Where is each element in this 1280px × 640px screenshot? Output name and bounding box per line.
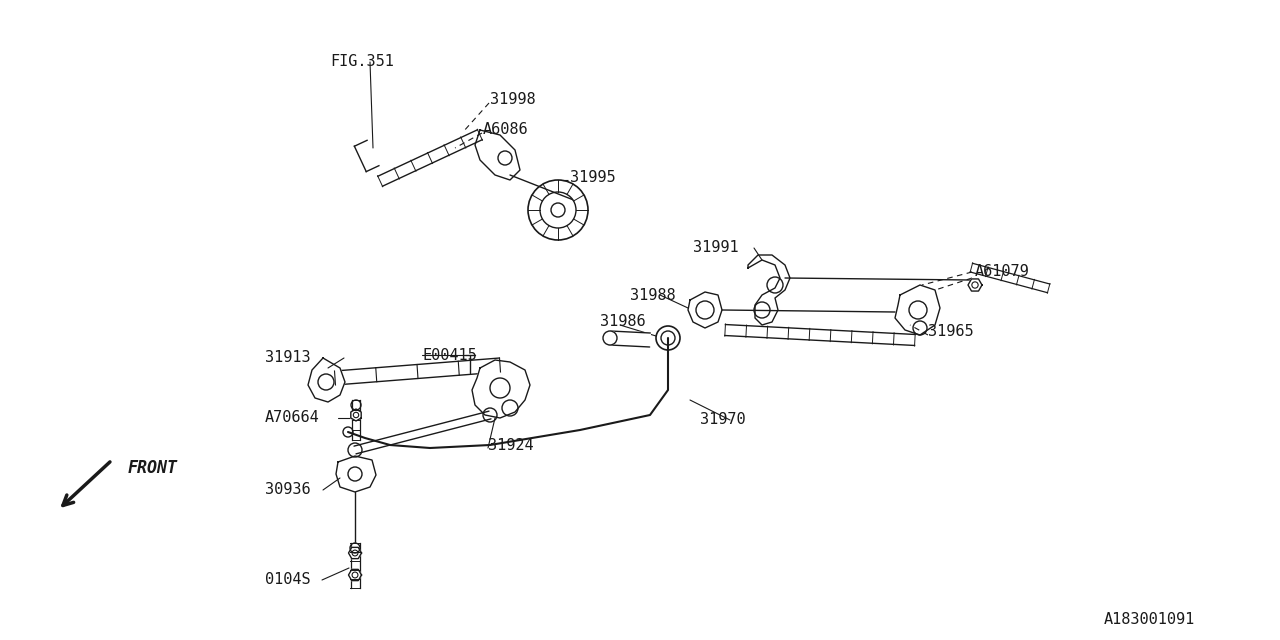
- Polygon shape: [335, 456, 376, 492]
- Polygon shape: [724, 324, 915, 346]
- Polygon shape: [609, 331, 650, 347]
- Text: 31988: 31988: [630, 287, 676, 303]
- Polygon shape: [748, 255, 790, 325]
- Text: 31998: 31998: [490, 93, 535, 108]
- Polygon shape: [689, 292, 722, 328]
- Text: FRONT: FRONT: [128, 459, 178, 477]
- Text: 31913: 31913: [265, 351, 311, 365]
- Polygon shape: [352, 400, 360, 440]
- Polygon shape: [970, 263, 1050, 292]
- Polygon shape: [895, 285, 940, 335]
- Text: 31924: 31924: [488, 438, 534, 452]
- Text: A61079: A61079: [975, 264, 1029, 280]
- Text: 31970: 31970: [700, 413, 746, 428]
- Polygon shape: [472, 360, 530, 418]
- Polygon shape: [355, 411, 492, 454]
- Text: 31995: 31995: [570, 170, 616, 186]
- Text: 31991: 31991: [692, 241, 739, 255]
- Text: A70664: A70664: [265, 410, 320, 426]
- Text: 31986: 31986: [600, 314, 645, 330]
- Polygon shape: [308, 358, 346, 402]
- Text: FIG.351: FIG.351: [330, 54, 394, 70]
- Text: A6086: A6086: [483, 122, 529, 138]
- Polygon shape: [351, 409, 361, 421]
- Polygon shape: [348, 570, 361, 580]
- Text: E00415: E00415: [422, 348, 477, 362]
- Polygon shape: [351, 543, 360, 588]
- Polygon shape: [475, 130, 520, 180]
- Text: A183001091: A183001091: [1103, 612, 1196, 627]
- Polygon shape: [334, 358, 500, 385]
- Text: 0104S: 0104S: [265, 573, 311, 588]
- Polygon shape: [348, 547, 361, 559]
- Text: 31965: 31965: [928, 324, 974, 339]
- Polygon shape: [968, 279, 982, 291]
- Text: 30936: 30936: [265, 483, 311, 497]
- Polygon shape: [378, 130, 483, 186]
- Circle shape: [603, 331, 617, 345]
